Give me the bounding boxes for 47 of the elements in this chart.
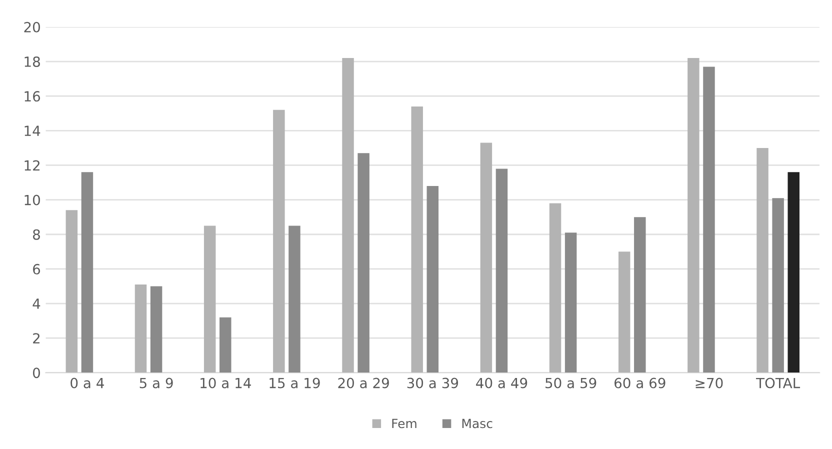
y-tick-label: 20 (24, 22, 40, 32)
legend-label: Masc (462, 418, 492, 428)
y-tick-label: 12 (24, 160, 40, 171)
bar (688, 58, 700, 373)
bar (66, 210, 78, 373)
bar (220, 317, 232, 373)
y-tick-label: 2 (33, 333, 40, 344)
bar (204, 226, 216, 373)
y-tick-label: 6 (33, 264, 40, 274)
x-tick-label: 30 a 39 (407, 378, 458, 388)
bar (703, 66, 715, 373)
bar (564, 232, 577, 373)
y-tick-label: 18 (24, 56, 40, 67)
bar (426, 186, 439, 373)
bar (480, 142, 492, 373)
bar (134, 284, 147, 373)
y-tick-label: 0 (32, 368, 40, 378)
bar (150, 286, 162, 373)
bar (411, 106, 423, 373)
x-tick-label: 0 a 4 (70, 378, 104, 388)
y-tick-label: 4 (32, 298, 40, 309)
bar (634, 217, 646, 373)
x-tick-label: TOTAL (756, 378, 800, 388)
y-tick-label: 8 (33, 229, 40, 240)
x-tick-label: 15 a 19 (270, 378, 320, 388)
x-tick-label: ≥70 (696, 378, 723, 388)
bar (549, 203, 562, 373)
bar (496, 168, 508, 373)
x-tick-label: 10 a 14 (200, 378, 251, 388)
legend-label: Fem (392, 418, 416, 428)
x-tick-label: 50 a 59 (546, 378, 596, 388)
bar (81, 172, 94, 373)
bar (288, 226, 300, 373)
bar (772, 198, 784, 373)
y-tick-label: 16 (24, 91, 40, 102)
x-tick-label: 40 a 49 (476, 378, 528, 388)
x-tick-label: 20 a 29 (338, 378, 389, 388)
bar (273, 110, 285, 373)
x-tick-label: 60 a 69 (614, 378, 666, 388)
bar (756, 148, 768, 373)
bar (358, 153, 370, 373)
y-tick-label: 10 (24, 194, 40, 206)
bar (618, 252, 630, 373)
bar (342, 58, 354, 373)
bar (788, 172, 800, 373)
x-tick-label: 5 a 9 (140, 378, 173, 388)
y-tick-label: 14 (24, 126, 40, 136)
